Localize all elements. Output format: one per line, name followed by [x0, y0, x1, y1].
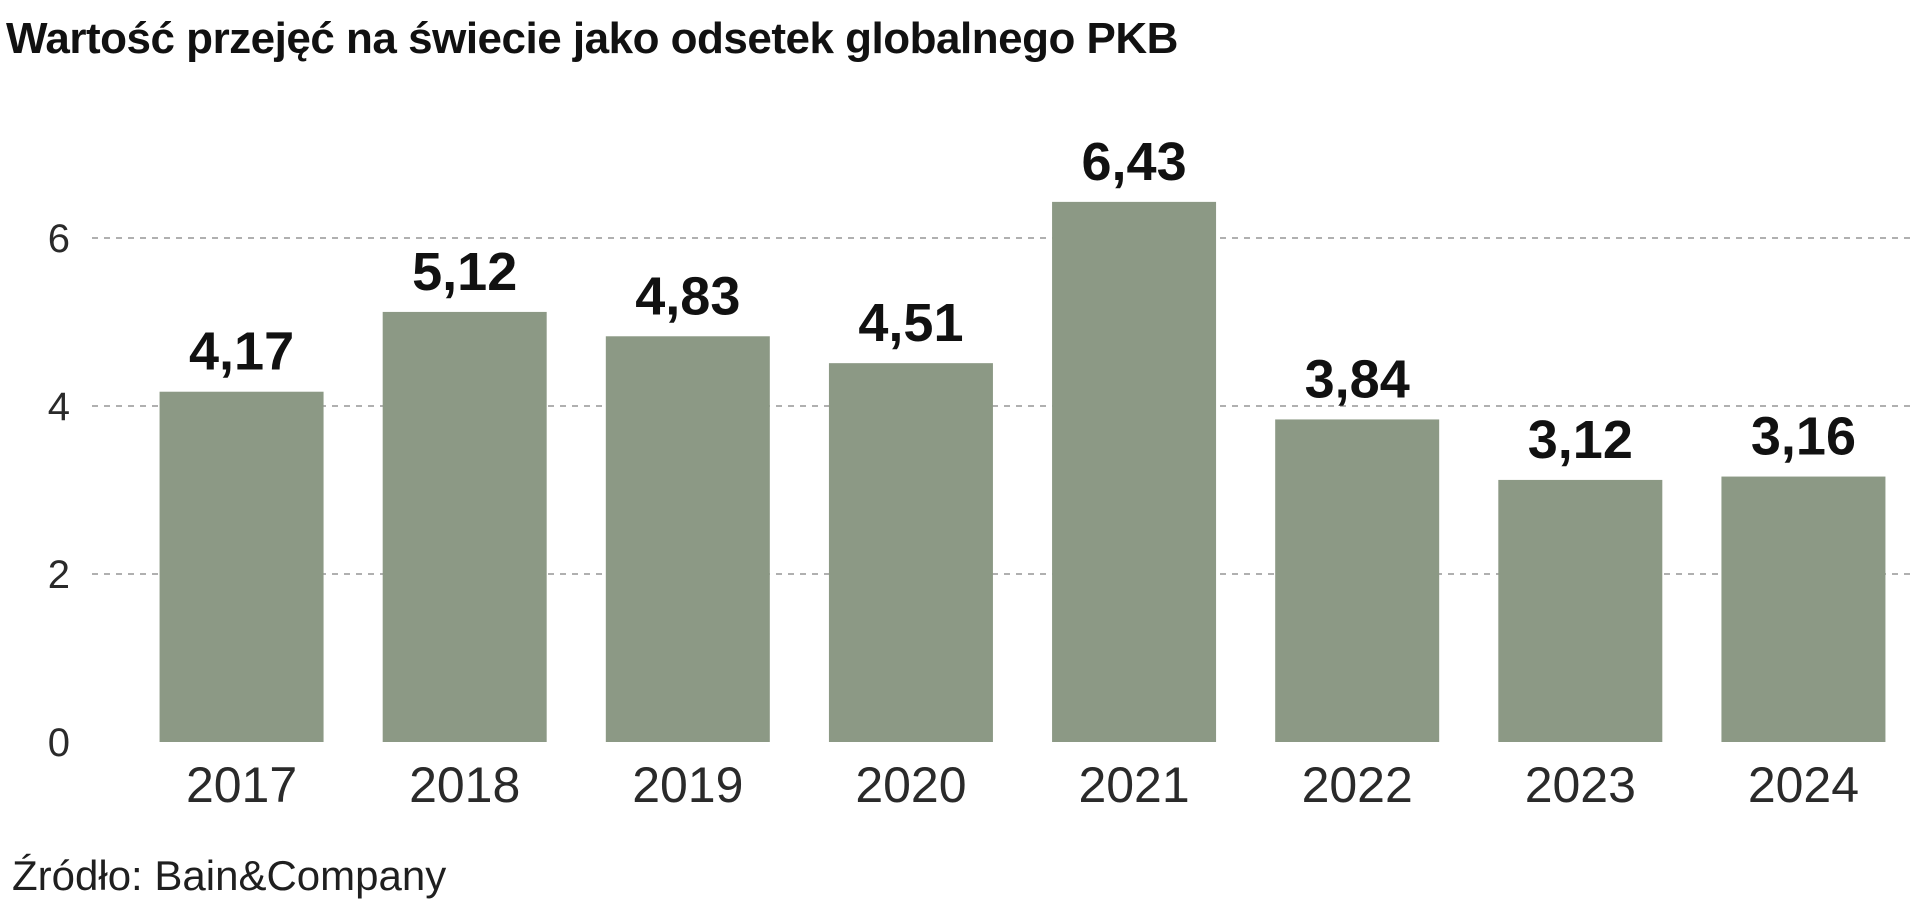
y-tick-label: 4 — [48, 385, 70, 429]
data-label: 4,51 — [858, 293, 963, 353]
x-tick-label: 2018 — [409, 757, 520, 813]
x-tick-label: 2019 — [632, 757, 743, 813]
data-label: 3,12 — [1528, 410, 1633, 470]
bar-chart: 0 2 4 6 4,17 5,12 4,83 4,51 6,43 3,84 3,12 3,16 20… — [48, 132, 1915, 813]
bar — [159, 391, 324, 742]
x-tick-label: 2021 — [1078, 757, 1189, 813]
data-label: 5,12 — [412, 242, 517, 302]
source-note: Źródło: Bain&Company — [12, 852, 447, 899]
data-label: 4,83 — [635, 266, 740, 326]
x-tick-label: 2020 — [855, 757, 966, 813]
bar — [1498, 479, 1663, 742]
data-label: 3,84 — [1305, 349, 1410, 409]
data-label: 4,17 — [189, 322, 294, 382]
bar — [828, 363, 993, 742]
chart-title: Wartość przejęć na świecie jako odsetek … — [6, 14, 1178, 63]
bar — [605, 336, 770, 742]
bar — [1275, 419, 1440, 742]
x-tick-label: 2023 — [1525, 757, 1636, 813]
x-tick-label: 2017 — [186, 757, 297, 813]
y-tick-label: 0 — [48, 721, 70, 765]
bar — [1721, 476, 1886, 742]
data-label: 6,43 — [1082, 132, 1187, 192]
bar — [382, 311, 547, 742]
data-label: 3,16 — [1751, 407, 1856, 467]
x-tick-label: 2024 — [1748, 757, 1859, 813]
bar — [1052, 201, 1217, 742]
y-tick-label: 6 — [48, 217, 70, 261]
y-tick-label: 2 — [48, 553, 70, 597]
x-tick-label: 2022 — [1302, 757, 1413, 813]
